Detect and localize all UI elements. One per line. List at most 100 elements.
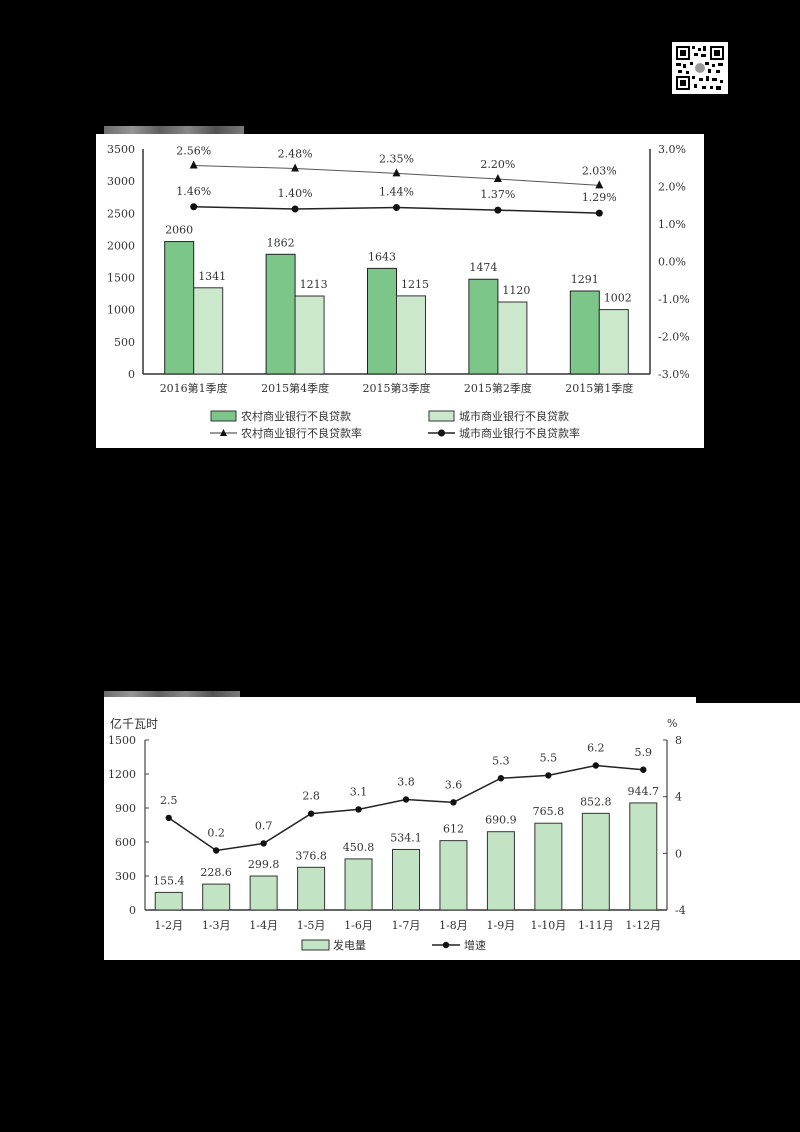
right-tick-label: 0: [675, 847, 682, 860]
bar-value-label: 852.8: [580, 795, 612, 808]
circle-marker: [592, 762, 600, 769]
circle-marker: [450, 799, 457, 806]
triangle-marker: [189, 160, 198, 169]
bar-value-label: 450.8: [343, 841, 375, 854]
category-label: 1-9月: [487, 919, 516, 932]
bar-value-label: 228.6: [200, 866, 232, 879]
right-axis-unit: %: [667, 717, 677, 730]
category-label: 1-12月: [625, 919, 661, 932]
bar-value-label: 612: [443, 823, 464, 836]
growth-label: 3.8: [397, 776, 415, 789]
right-tick-label: 1.0%: [658, 218, 686, 231]
legend-label: 城市商业银行不良贷款率: [459, 426, 580, 440]
bar-value-label: 534.1: [390, 831, 422, 844]
growth-label: 2.8: [302, 790, 320, 803]
circle-marker: [260, 840, 267, 847]
triangle-marker: [493, 174, 502, 182]
category-label: 1-5月: [297, 919, 326, 932]
bar-value-label: 1002: [604, 292, 632, 305]
growth-label: 0.2: [207, 827, 225, 840]
legend-circle-marker: [442, 941, 450, 949]
circle-marker: [190, 203, 198, 211]
bar-power-generation: [439, 840, 468, 911]
category-label: 2015第1季度: [565, 381, 633, 395]
bar-value-label: 765.8: [533, 805, 565, 818]
triangle-marker: [392, 168, 401, 177]
growth-label: 5.9: [635, 746, 653, 759]
growth-label: 5.5: [540, 751, 558, 764]
category-label: 1-11月: [578, 919, 614, 932]
category-label: 2016第1季度: [160, 381, 228, 395]
category-label: 1-10月: [531, 919, 567, 932]
left-tick-label: 1200: [108, 768, 136, 781]
legend-swatch-rural: [210, 410, 237, 422]
bar-urban-npl: [294, 295, 325, 375]
bar-power-generation: [392, 848, 420, 911]
right-tick-label: -3.0%: [658, 368, 690, 381]
bar-power-generation: [486, 831, 515, 911]
left-tick-label: 1000: [107, 304, 135, 317]
circle-marker: [595, 209, 603, 217]
bar-power-generation: [629, 802, 658, 911]
circle-marker: [494, 206, 502, 214]
bar-value-label: 944.7: [628, 785, 660, 798]
bar-value-label: 1215: [401, 278, 429, 291]
legend-swatch-power: [301, 939, 330, 951]
legend-triangle-marker: [220, 429, 227, 436]
right-tick-label: 0.0%: [658, 256, 686, 269]
right-tick-label: 8: [675, 734, 682, 747]
triangle-marker: [291, 163, 300, 172]
legend-swatch-urban: [428, 410, 455, 422]
bar-urban-npl: [497, 301, 528, 375]
qr-code-icon: [676, 46, 724, 90]
bar-value-label: 690.9: [485, 814, 517, 827]
bar-power-generation: [344, 858, 373, 911]
right-tick-label: -4: [675, 904, 686, 917]
chart1-panel: 0 500 1000 1500 2000 2500 3000 3500 -3.0% -2.0% -1…: [96, 134, 704, 448]
rate-label: 2.03%: [582, 164, 617, 177]
category-label: 1-2月: [154, 919, 183, 932]
legend-label: 城市商业银行不良贷款: [459, 409, 569, 423]
category-label: 1-3月: [202, 919, 231, 932]
circle-marker: [355, 806, 362, 813]
category-label: 2015第2季度: [464, 381, 532, 395]
bar-urban-npl: [193, 287, 224, 375]
left-tick-label: 300: [115, 870, 136, 883]
legend-label: 农村商业银行不良贷款率: [241, 426, 362, 440]
growth-label: 5.3: [492, 754, 510, 767]
circle-marker: [497, 775, 505, 782]
bar-power-generation: [534, 822, 563, 911]
qr-code: [672, 42, 728, 94]
bar-rural-npl: [569, 290, 600, 375]
category-label: 1-7月: [392, 919, 421, 932]
bar-urban-npl: [598, 309, 629, 375]
category-label: 2015第3季度: [363, 381, 431, 395]
right-tick-label: -2.0%: [658, 331, 690, 344]
bar-rural-npl: [468, 278, 499, 375]
bar-power-generation: [154, 891, 183, 911]
bar-power-generation: [249, 875, 278, 911]
circle-marker: [212, 847, 220, 854]
bar-value-label: 1341: [198, 270, 226, 283]
circle-marker: [291, 205, 299, 213]
rate-label: 2.56%: [176, 145, 211, 158]
bar-rural-npl: [164, 241, 195, 375]
bar-urban-npl: [396, 295, 426, 375]
bar-value-label: 2060: [165, 224, 193, 237]
bar-value-label: 1474: [469, 261, 497, 274]
bar-value-label: 155.4: [153, 874, 185, 887]
left-tick-label: 1500: [108, 734, 136, 747]
left-tick-label: 1500: [107, 272, 135, 285]
bar-power-generation: [297, 866, 326, 911]
rate-label: 1.37%: [480, 188, 515, 201]
circle-marker: [640, 766, 647, 773]
chart2-panel: 亿千瓦时% 0 300 600 900 1200 1500 -4 0 4 8 155.4 1-2月 228…: [104, 703, 800, 960]
left-tick-label: 600: [115, 836, 136, 849]
bar-power-generation: [581, 812, 610, 911]
left-tick-label: 3000: [107, 175, 135, 188]
bar-rural-npl: [367, 267, 397, 375]
growth-label: 6.2: [587, 742, 605, 755]
bar-value-label: 1120: [502, 284, 530, 297]
bar-value-label: 299.8: [248, 858, 280, 871]
growth-label: 0.7: [255, 819, 273, 832]
